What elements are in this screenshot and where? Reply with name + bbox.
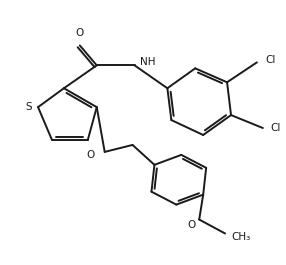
Text: NH: NH [140,57,155,67]
Text: CH₃: CH₃ [231,232,250,242]
Text: Cl: Cl [271,123,281,133]
Text: O: O [76,29,84,38]
Text: S: S [25,102,32,112]
Text: O: O [86,150,95,160]
Text: O: O [187,219,195,229]
Text: Cl: Cl [266,55,276,65]
